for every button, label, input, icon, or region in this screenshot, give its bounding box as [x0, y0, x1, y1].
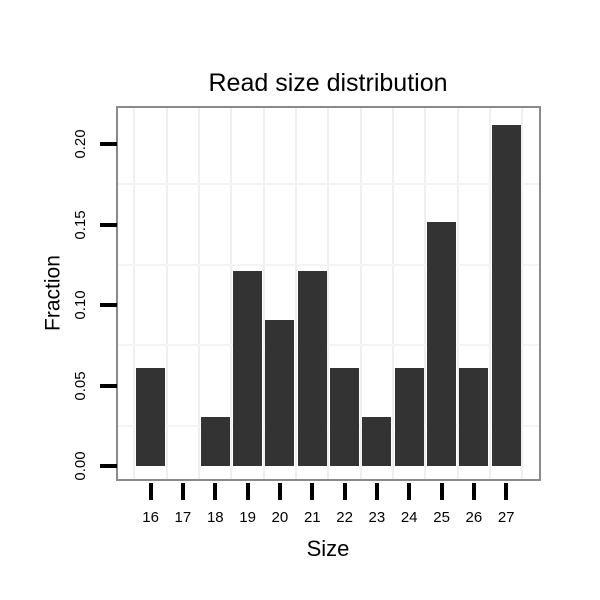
- vertical-gridline: [198, 107, 201, 480]
- x-tick: [504, 483, 509, 500]
- y-tick: [100, 303, 117, 307]
- y-tick-label: 0.00: [72, 451, 89, 481]
- x-tick: [310, 483, 315, 500]
- x-tick: [213, 483, 218, 500]
- x-tick-label: 18: [206, 509, 224, 526]
- horizontal-gridline: [117, 183, 539, 186]
- y-tick-label: 0.15: [72, 209, 89, 240]
- x-tick-label: 22: [336, 509, 353, 526]
- x-tick-label: 21: [303, 509, 321, 526]
- bar-21: [297, 270, 327, 466]
- bar-24: [394, 368, 424, 466]
- y-tick: [100, 142, 117, 146]
- bar-18: [200, 417, 230, 466]
- bar-22: [330, 368, 360, 466]
- y-tick-label: 0.20: [72, 129, 89, 159]
- y-tick-label: 0.10: [72, 290, 89, 320]
- x-tick: [245, 483, 250, 500]
- vertical-gridline: [230, 107, 233, 480]
- y-tick-label: 0.05: [72, 370, 89, 401]
- x-tick: [342, 483, 347, 500]
- x-tick: [374, 483, 379, 500]
- vertical-gridline: [133, 107, 136, 480]
- x-tick: [407, 483, 412, 500]
- bar-25: [427, 222, 457, 466]
- vertical-gridline: [424, 107, 427, 480]
- bar-27: [491, 124, 521, 466]
- vertical-gridline: [456, 107, 459, 480]
- vertical-gridline: [489, 107, 492, 480]
- y-tick: [100, 222, 117, 227]
- x-tick: [180, 483, 185, 500]
- x-tick-label: 25: [433, 509, 450, 526]
- x-tick-label: 16: [142, 509, 159, 526]
- x-tick: [277, 483, 282, 500]
- x-tick-label: 17: [174, 509, 192, 526]
- bar-26: [459, 368, 489, 466]
- vertical-gridline: [262, 107, 265, 480]
- x-tick-label: 24: [400, 509, 418, 526]
- bar-23: [362, 417, 392, 466]
- vertical-gridline: [521, 107, 524, 480]
- x-tick-label: 19: [239, 509, 256, 526]
- x-tick: [471, 483, 476, 500]
- x-tick: [439, 483, 444, 500]
- horizontal-gridline: [117, 344, 539, 347]
- bar-20: [265, 319, 295, 466]
- vertical-gridline: [165, 107, 168, 480]
- x-tick-label: 20: [271, 509, 289, 526]
- bar-19: [233, 270, 263, 466]
- x-tick-label: 27: [497, 509, 515, 526]
- horizontal-gridline: [117, 263, 539, 266]
- vertical-gridline: [327, 107, 330, 480]
- vertical-gridline: [392, 107, 395, 480]
- vertical-gridline: [359, 107, 362, 480]
- x-tick: [148, 483, 153, 500]
- bar-16: [136, 368, 166, 466]
- y-axis-label: Fraction: [41, 255, 65, 331]
- chart-title: Read size distribution: [208, 69, 448, 97]
- x-tick-label: 26: [465, 509, 483, 526]
- y-tick: [100, 464, 117, 468]
- y-tick: [100, 383, 117, 388]
- horizontal-gridline: [117, 424, 539, 427]
- x-axis-label: Size: [306, 536, 350, 561]
- x-tick-label: 23: [368, 509, 386, 526]
- vertical-gridline: [295, 107, 298, 480]
- plot-panel: [117, 107, 539, 480]
